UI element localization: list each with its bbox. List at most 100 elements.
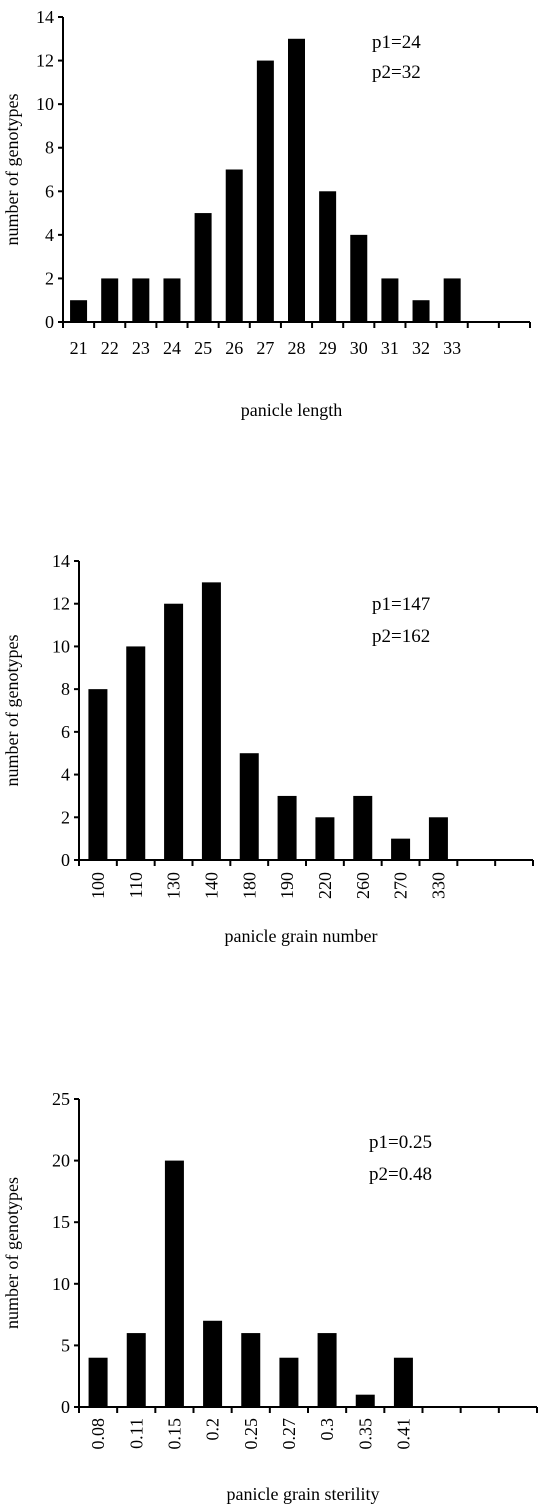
y-tick-label: 12 [52,594,70,614]
y-axis-title: number of genotypes [2,1177,22,1329]
y-tick-label: 0 [45,312,54,332]
y-tick-label: 10 [52,636,70,656]
y-tick-label: 8 [45,138,54,158]
x-tick-label: 27 [256,338,274,358]
bar-0.41 [393,1357,413,1407]
bar-25 [194,213,212,322]
x-axis-title: panicle grain number [225,926,378,946]
y-tick-label: 10 [36,94,54,114]
x-axis-title: panicle grain sterility [227,1484,380,1504]
y-tick-label: 0 [61,850,70,870]
bar-22 [101,278,119,322]
bar-0.2 [203,1320,223,1407]
bar-24 [163,278,181,322]
y-tick-label: 12 [36,51,54,71]
bar-0.15 [164,1160,184,1407]
bar-330 [428,817,448,860]
x-tick-label: 0.27 [279,1418,299,1450]
bar-0.35 [355,1394,375,1407]
x-tick-label: 24 [163,338,181,358]
y-tick-label: 4 [61,765,70,785]
bar-0.08 [88,1357,108,1407]
y-tick-label: 2 [61,807,70,827]
bar-29 [319,191,337,322]
bar-21 [70,300,88,322]
y-tick-label: 10 [52,1274,70,1294]
x-tick-label: 28 [288,338,306,358]
x-tick-label: 0.15 [164,1418,184,1450]
x-tick-label: 26 [225,338,243,358]
y-tick-label: 6 [45,181,54,201]
x-tick-label: 0.41 [393,1418,413,1450]
x-tick-label: 22 [101,338,119,358]
bar-26 [225,169,243,322]
y-tick-label: 2 [45,268,54,288]
bar-0.3 [317,1333,337,1407]
y-tick-label: 0 [61,1397,70,1417]
y-tick-label: 8 [61,679,70,699]
y-tick-label: 4 [45,225,54,245]
bar-110 [126,646,146,860]
x-tick-label: 140 [201,872,221,899]
x-tick-label: 0.25 [241,1418,261,1450]
y-tick-label: 5 [61,1335,70,1355]
bar-0.27 [279,1357,299,1407]
bar-220 [315,817,335,860]
x-tick-label: 0.11 [126,1418,146,1449]
annotation-p2: p2=32 [372,62,421,83]
annotation-p1: p1=24 [372,32,421,53]
x-tick-label: 21 [70,338,88,358]
y-tick-label: 15 [52,1212,70,1232]
y-tick-label: 14 [52,551,70,571]
annotation-p1: p1=0.25 [369,1132,432,1153]
x-tick-label: 0.35 [355,1418,375,1450]
x-tick-label: 190 [277,872,297,899]
x-tick-label: 330 [428,872,448,899]
bar-27 [256,60,274,322]
x-tick-label: 0.3 [317,1418,337,1441]
chart-3: 0 5 10 15 20 25 0.08 0.11 0.15 0.2 0.25 0.27 0.3 0.35… [2,1089,538,1504]
x-tick-label: 0.2 [203,1418,223,1441]
x-tick-label: 0.08 [88,1418,108,1450]
annotation-p2: p2=162 [372,626,430,647]
y-tick-label: 6 [61,722,70,742]
x-tick-label: 270 [391,872,411,899]
x-tick-label: 180 [239,872,259,899]
bar-0.25 [241,1333,261,1407]
bar-32 [412,300,430,322]
x-tick-label: 25 [194,338,212,358]
bar-23 [132,278,150,322]
x-tick-label: 260 [353,872,373,899]
bar-180 [239,753,259,860]
y-tick-label: 14 [36,7,54,27]
annotation-p2: p2=0.48 [369,1164,432,1185]
x-tick-label: 30 [350,338,368,358]
x-tick-label: 31 [381,338,399,358]
chart-2: 0 2 4 6 8 10 12 14 100 110 130 140 180 190 220 260 270 33… [2,551,534,946]
x-tick-label: 100 [88,872,108,899]
bar-270 [391,838,411,860]
bar-31 [381,278,399,322]
bar-140 [201,582,221,860]
bar-260 [353,795,373,860]
bar-130 [164,603,184,860]
y-axis-title: number of genotypes [2,635,22,787]
annotation-p1: p1=147 [372,594,430,615]
x-axis-title: panicle length [241,400,342,420]
bar-0.11 [126,1333,146,1407]
y-axis-title: number of genotypes [2,94,22,246]
y-tick-label: 20 [52,1151,70,1171]
x-tick-label: 32 [412,338,430,358]
x-tick-label: 23 [132,338,150,358]
y-tick-label: 25 [52,1089,70,1109]
bar-100 [88,689,108,860]
x-tick-label: 130 [164,872,184,899]
x-tick-label: 33 [443,338,461,358]
x-tick-label: 110 [126,872,146,898]
bar-28 [288,38,305,323]
bar-190 [277,795,297,860]
x-tick-label: 220 [315,872,335,899]
bar-30 [350,234,368,322]
